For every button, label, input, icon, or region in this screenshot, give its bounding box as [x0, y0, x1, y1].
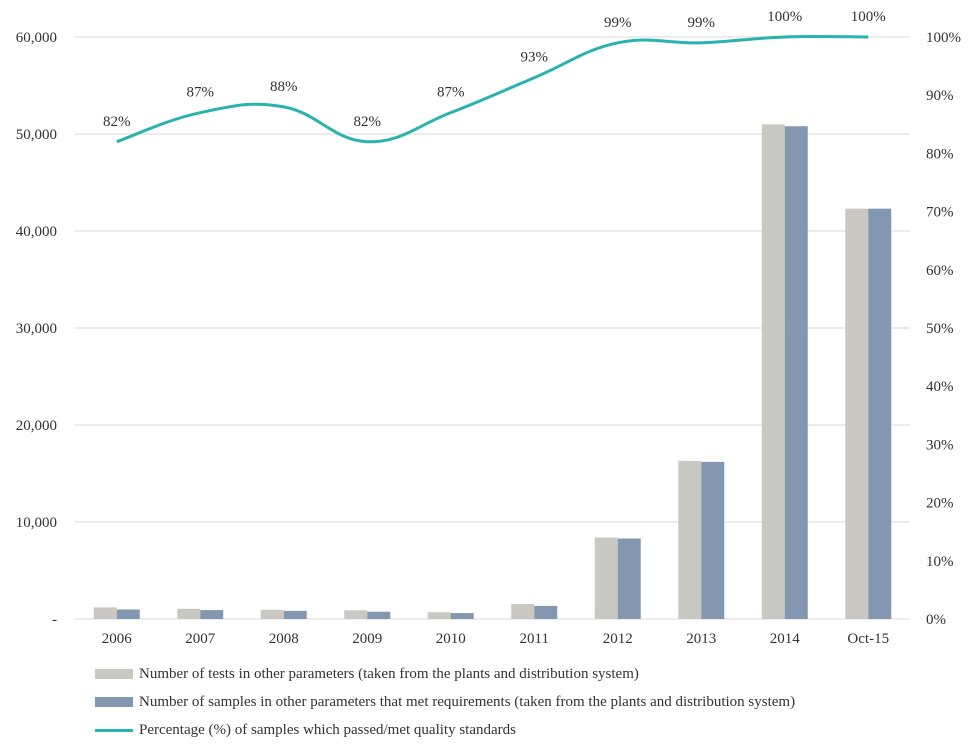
x-tick-label: 2008 — [269, 631, 299, 647]
y-left-tick-label: 30,000 — [16, 321, 57, 337]
y-left-tick-label: 50,000 — [16, 127, 57, 143]
percentage-line-group: 82% 87% 88% 82% 87% 93% 99% 99% 100% 100% — [103, 9, 886, 142]
bar-samples — [117, 609, 140, 619]
percentage-data-label: 88% — [270, 79, 298, 95]
percentage-data-label: 93% — [521, 50, 549, 66]
legend-swatch-samples — [95, 697, 133, 707]
y-right-tick-label: 100% — [926, 30, 961, 46]
x-tick-label: 2012 — [603, 631, 633, 647]
bars-group — [94, 124, 892, 619]
y-right-tick-label: 80% — [926, 146, 954, 162]
percentage-line — [117, 36, 869, 141]
x-tick-label: Oct-15 — [847, 631, 889, 647]
y-left-tick-label: 20,000 — [16, 418, 57, 434]
bar-tests — [845, 209, 868, 619]
x-tick-label: 2014 — [770, 631, 801, 647]
legend-item-tests: Number of tests in other parameters (tak… — [95, 660, 795, 688]
legend-item-percentage: Percentage (%) of samples which passed/m… — [95, 716, 795, 744]
legend-swatch-percentage — [95, 729, 133, 732]
x-tick-label: 2013 — [686, 631, 716, 647]
x-tick-label: 2010 — [436, 631, 466, 647]
percentage-data-label: 100% — [767, 9, 802, 25]
x-tick-label: 2009 — [352, 631, 382, 647]
bar-samples — [618, 538, 641, 619]
percentage-data-label: 99% — [688, 15, 716, 31]
y-left-tick-label: - — [52, 612, 57, 628]
bar-samples — [200, 610, 223, 619]
bar-samples — [284, 611, 307, 619]
bar-samples — [868, 209, 891, 619]
percentage-data-label: 82% — [103, 114, 131, 130]
bar-samples — [451, 613, 474, 619]
bar-tests — [177, 609, 200, 619]
bar-samples — [701, 462, 724, 619]
x-tick-label: 2006 — [102, 631, 133, 647]
legend-swatch-tests — [95, 669, 133, 679]
y-right-tick-label: 20% — [926, 496, 954, 512]
x-tick-label: 2007 — [185, 631, 216, 647]
axes-group: - 10,000 20,000 30,000 40,000 50,000 60,000 0% 1… — [16, 30, 961, 647]
legend-label-tests: Number of tests in other parameters (tak… — [139, 666, 639, 683]
percentage-data-label: 100% — [851, 9, 886, 25]
y-right-tick-label: 50% — [926, 321, 954, 337]
y-right-tick-label: 90% — [926, 88, 954, 104]
y-left-tick-label: 10,000 — [16, 515, 57, 531]
y-right-tick-label: 60% — [926, 263, 954, 279]
bar-tests — [428, 612, 451, 619]
bar-samples — [785, 126, 808, 619]
bar-samples — [367, 612, 390, 619]
legend-label-percentage: Percentage (%) of samples which passed/m… — [139, 722, 516, 739]
bar-tests — [511, 604, 534, 619]
legend: Number of tests in other parameters (tak… — [95, 660, 795, 744]
y-right-tick-label: 40% — [926, 379, 954, 395]
x-tick-label: 2011 — [520, 631, 549, 647]
y-right-tick-label: 30% — [926, 437, 954, 453]
y-left-tick-label: 40,000 — [16, 224, 57, 240]
y-right-tick-label: 10% — [926, 554, 954, 570]
percentage-data-label: 99% — [604, 15, 632, 31]
bar-tests — [344, 610, 367, 619]
combo-chart: 82% 87% 88% 82% 87% 93% 99% 99% 100% 100% - 10,000… — [0, 0, 969, 660]
y-right-tick-label: 0% — [926, 612, 946, 628]
bar-tests — [94, 607, 117, 619]
y-right-tick-label: 70% — [926, 205, 954, 221]
bar-tests — [595, 538, 618, 619]
percentage-data-label: 87% — [187, 85, 215, 101]
bar-tests — [762, 124, 785, 619]
bar-tests — [678, 461, 701, 619]
percentage-data-label: 82% — [354, 114, 382, 130]
legend-item-samples: Number of samples in other parameters th… — [95, 688, 795, 716]
bar-tests — [261, 610, 284, 619]
bar-samples — [534, 606, 557, 619]
y-left-tick-label: 60,000 — [16, 30, 57, 46]
legend-label-samples: Number of samples in other parameters th… — [139, 694, 795, 711]
percentage-data-label: 87% — [437, 85, 465, 101]
